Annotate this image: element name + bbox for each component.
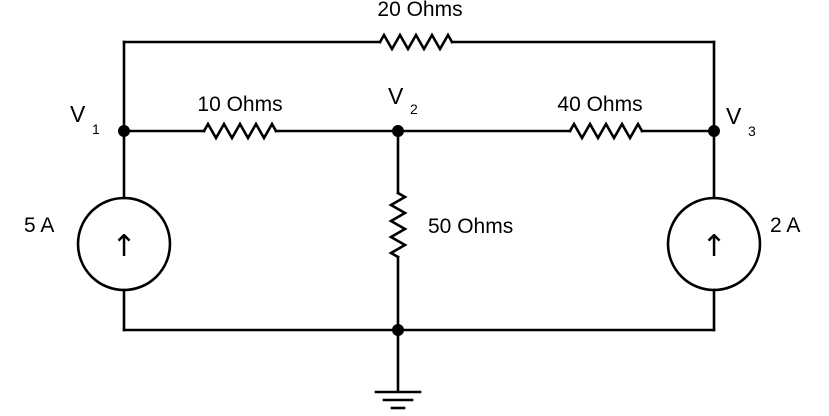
node-v2-letter: V bbox=[388, 83, 404, 109]
junction-dot-icon bbox=[118, 125, 130, 137]
junction-dot-icon bbox=[708, 125, 720, 137]
middle-branch: 10 Ohms 40 Ohms bbox=[122, 93, 716, 141]
node-v1-subscript: 1 bbox=[92, 121, 100, 137]
bottom-branch bbox=[122, 328, 716, 410]
resistor-icon bbox=[388, 191, 408, 259]
resistor-icon bbox=[568, 121, 644, 141]
node-v2-label: V 2 bbox=[388, 83, 418, 117]
resistor-10-label: 10 Ohms bbox=[197, 93, 282, 116]
junctions bbox=[118, 125, 720, 336]
node-v1-label: V 1 bbox=[70, 101, 100, 137]
source-2a-label: 2 A bbox=[770, 214, 800, 237]
up-arrow-icon: ↑ bbox=[701, 229, 726, 264]
node-v2-subscript: 2 bbox=[410, 101, 418, 117]
ground-icon bbox=[374, 390, 422, 410]
left-source-branch: ↑ 5 A bbox=[24, 129, 172, 332]
node-v3-label: V 3 bbox=[726, 103, 756, 139]
right-source-branch: ↑ 2 A bbox=[666, 129, 800, 332]
resistor-icon bbox=[378, 32, 454, 52]
up-arrow-icon: ↑ bbox=[111, 229, 136, 264]
resistor-icon bbox=[202, 121, 278, 141]
resistor-20-label: 20 Ohms bbox=[377, 0, 462, 21]
node-v3-subscript: 3 bbox=[748, 123, 756, 139]
center-branch: 50 Ohms bbox=[388, 129, 513, 332]
resistor-40-label: 40 Ohms bbox=[557, 93, 642, 116]
top-branch: 20 Ohms bbox=[122, 0, 716, 133]
junction-dot-icon bbox=[392, 324, 404, 336]
source-5a-label: 5 A bbox=[24, 214, 54, 237]
junction-dot-icon bbox=[392, 125, 404, 137]
node-v1-letter: V bbox=[70, 101, 86, 127]
node-v3-letter: V bbox=[726, 103, 742, 129]
resistor-50-label: 50 Ohms bbox=[428, 215, 513, 238]
